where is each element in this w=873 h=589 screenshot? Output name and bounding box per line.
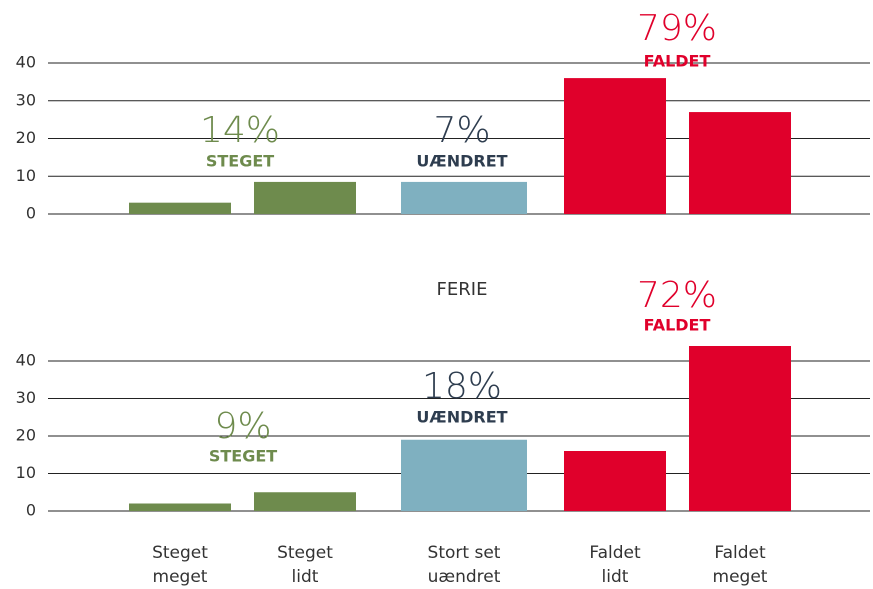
annotation-value: 9% xyxy=(214,406,271,447)
bar xyxy=(689,112,791,214)
y-tick-label: 0 xyxy=(26,501,36,520)
bar xyxy=(129,503,231,511)
y-tick-label: 40 xyxy=(16,351,36,370)
x-tick-label: Steget meget xyxy=(152,543,208,587)
y-tick-label: 20 xyxy=(16,128,36,147)
annotation-value: 18% xyxy=(422,366,502,407)
annotation-value: 79% xyxy=(637,8,717,49)
y-tick-label: 10 xyxy=(16,463,36,482)
annotation-label: UÆNDRET xyxy=(416,152,507,171)
bar xyxy=(689,346,791,511)
x-tick-label: Steget lidt xyxy=(277,543,333,587)
annotation-label: STEGET xyxy=(206,152,274,171)
annotation-label: FALDET xyxy=(644,316,711,335)
y-tick-label: 10 xyxy=(16,166,36,185)
chart-title: FERIE xyxy=(437,279,488,300)
bar xyxy=(254,492,356,511)
y-tick-label: 20 xyxy=(16,426,36,445)
bar xyxy=(564,78,666,214)
x-tick-label: Stort set uændret xyxy=(428,543,501,587)
bar xyxy=(254,181,356,214)
annotation-value: 72% xyxy=(637,275,717,316)
y-tick-label: 30 xyxy=(16,90,36,109)
annotation-value: 7% xyxy=(433,110,490,151)
annotation-value: 14% xyxy=(200,110,280,151)
bar xyxy=(401,439,527,511)
annotation-label: UÆNDRET xyxy=(416,408,507,427)
bar xyxy=(129,202,231,214)
x-tick-label: Faldet meget xyxy=(713,543,768,587)
bar xyxy=(401,181,527,214)
y-tick-label: 30 xyxy=(16,388,36,407)
bar xyxy=(564,451,666,511)
annotation-label: FALDET xyxy=(644,52,711,71)
annotation-label: STEGET xyxy=(209,447,277,466)
y-tick-label: 40 xyxy=(16,53,36,72)
y-tick-label: 0 xyxy=(26,204,36,223)
x-tick-label: Faldet lidt xyxy=(589,543,641,587)
